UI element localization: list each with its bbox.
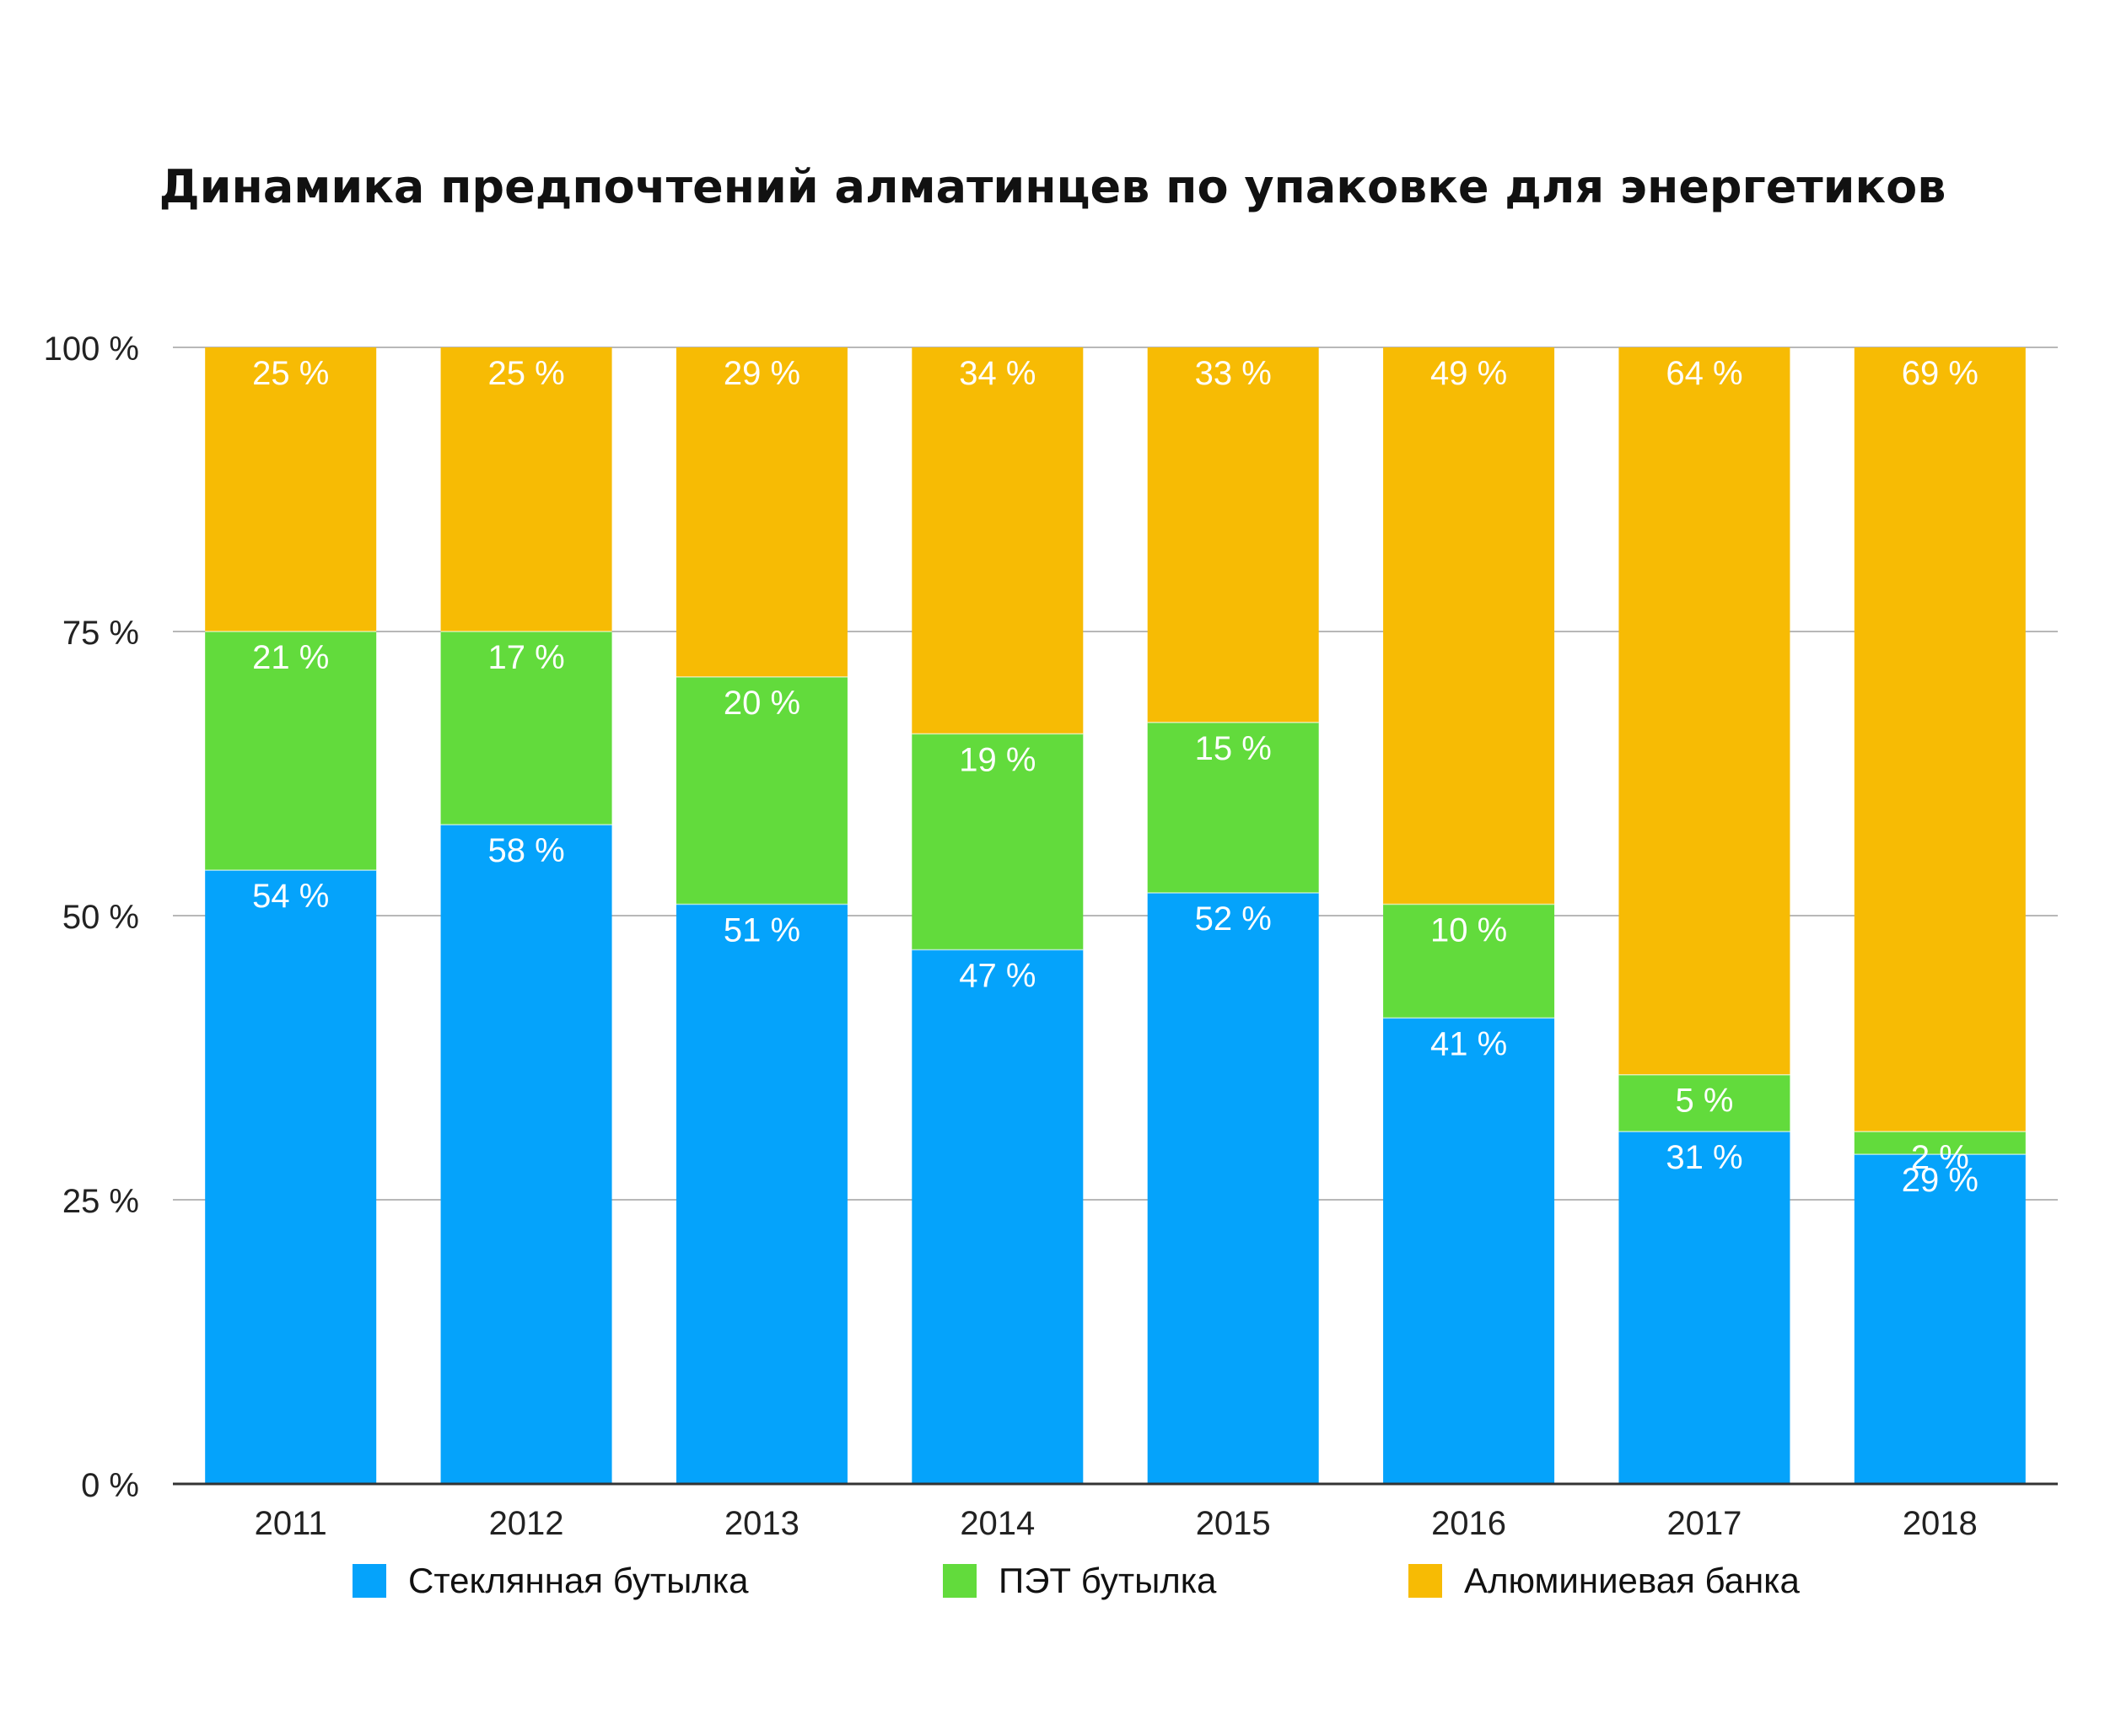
y-tick-label: 0 %	[81, 1467, 139, 1504]
x-tick-label: 2017	[1666, 1505, 1742, 1542]
x-tick-label: 2015	[1196, 1505, 1271, 1542]
data-label: 52 %	[1195, 900, 1272, 938]
legend-swatch-aluminum-can	[1408, 1564, 1442, 1598]
data-label: 29 %	[1902, 1162, 1978, 1199]
data-label: 47 %	[959, 957, 1036, 994]
y-axis-ticks: 0 % 25 % 50 % 75 % 100 %	[44, 331, 139, 1504]
bar-segment	[440, 632, 612, 825]
data-label: 31 %	[1666, 1139, 1742, 1176]
data-label: 19 %	[959, 741, 1036, 778]
x-tick-label: 2011	[255, 1505, 327, 1542]
chart-title: Динамика предпочтений алматинцев по упак…	[159, 160, 1946, 213]
data-label: 21 %	[252, 639, 329, 676]
bar-segment	[1854, 1131, 2026, 1155]
bar-segment	[676, 904, 848, 1484]
x-tick-label: 2018	[1903, 1505, 1978, 1542]
legend-item-aluminum-can: Алюминиевая банка	[1408, 1556, 1800, 1606]
bar-segment	[1383, 347, 1555, 905]
bar-segment	[1854, 1154, 2026, 1484]
x-tick-label: 2016	[1431, 1505, 1506, 1542]
y-tick-label: 75 %	[62, 615, 139, 652]
bar-segment	[912, 949, 1084, 1484]
bar-segment	[1618, 347, 1790, 1075]
bar-segment	[205, 347, 377, 632]
data-label: 10 %	[1430, 912, 1507, 949]
bar-segment	[676, 347, 848, 677]
bar-segment	[205, 870, 377, 1484]
bar-segment	[1854, 347, 2026, 1132]
legend-label-pet-bottle: ПЭТ бутылка	[999, 1561, 1217, 1600]
legend-swatch-glass-bottle	[353, 1564, 386, 1598]
bar-segment	[1147, 722, 1319, 894]
data-label: 41 %	[1430, 1025, 1507, 1062]
data-label: 2 %	[1911, 1139, 1969, 1176]
x-axis-ticks: 2011 2012 2013 2014 2015 2016 2017 2018	[255, 1505, 1978, 1542]
y-tick-label: 100 %	[44, 331, 139, 368]
bar-segment	[1147, 893, 1319, 1484]
data-label: 34 %	[959, 355, 1036, 392]
data-label: 15 %	[1195, 730, 1272, 767]
data-label: 17 %	[487, 639, 564, 676]
legend-label-aluminum-can: Алюминиевая банка	[1464, 1561, 1800, 1600]
data-label: 58 %	[487, 832, 564, 869]
x-tick-label: 2014	[960, 1505, 1035, 1542]
bar-segment	[1618, 1074, 1790, 1132]
legend-label-glass-bottle: Стеклянная бутылка	[408, 1561, 749, 1600]
data-label: 25 %	[487, 355, 564, 392]
bar-segment	[676, 676, 848, 905]
data-label: 33 %	[1195, 355, 1272, 392]
legend-item-pet-bottle: ПЭТ бутылка	[943, 1556, 1216, 1606]
data-label: 51 %	[724, 912, 800, 949]
bar-segment	[1383, 1018, 1555, 1484]
bars	[205, 347, 2026, 1484]
data-label: 29 %	[724, 355, 800, 392]
y-tick-label: 25 %	[62, 1183, 139, 1220]
bar-segment	[1618, 1131, 1790, 1484]
x-tick-label: 2012	[489, 1505, 564, 1542]
x-tick-label: 2013	[724, 1505, 799, 1542]
bar-segment	[1383, 904, 1555, 1018]
legend-swatch-pet-bottle	[943, 1564, 977, 1598]
bar-segment	[1147, 347, 1319, 723]
bar-segment	[912, 734, 1084, 950]
data-label: 69 %	[1902, 355, 1978, 392]
data-label: 5 %	[1675, 1083, 1733, 1120]
data-label: 64 %	[1666, 355, 1742, 392]
data-label: 54 %	[252, 878, 329, 915]
legend-item-glass-bottle: Стеклянная бутылка	[353, 1556, 748, 1606]
data-label: 25 %	[252, 355, 329, 392]
data-label: 20 %	[724, 685, 800, 722]
bar-segment	[205, 632, 377, 871]
y-tick-label: 50 %	[62, 899, 139, 936]
bar-segment	[440, 825, 612, 1484]
data-labels: 54 % 21 % 25 % 58 % 17 % 25 % 51 % 20 % 29 % 47 %…	[252, 355, 1978, 1199]
data-label: 49 %	[1430, 355, 1507, 392]
bar-segment	[440, 347, 612, 632]
bar-segment	[912, 347, 1084, 734]
